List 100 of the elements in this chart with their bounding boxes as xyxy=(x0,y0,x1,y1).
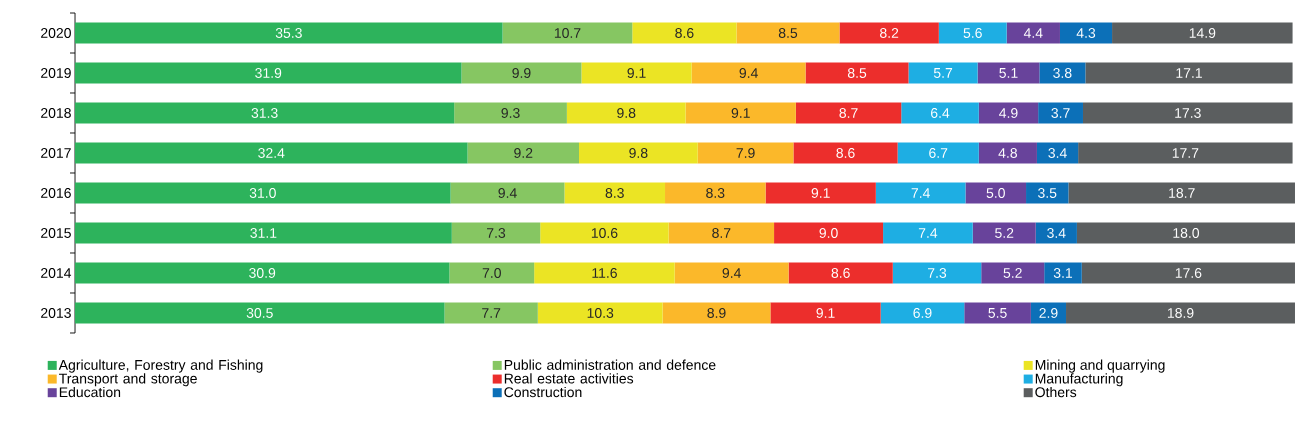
data-label: 5.6 xyxy=(963,28,982,38)
bar xyxy=(793,142,898,164)
data-label: 14.9 xyxy=(1189,28,1216,38)
bar xyxy=(540,222,669,244)
data-label: 9.1 xyxy=(811,188,830,198)
bar xyxy=(1066,302,1295,324)
bar xyxy=(566,102,686,124)
data-label: 10.3 xyxy=(587,308,614,318)
bar xyxy=(965,182,1027,204)
bar xyxy=(875,182,966,204)
bar xyxy=(662,302,771,324)
bar xyxy=(1085,62,1293,84)
data-label: 9.1 xyxy=(816,308,835,318)
bar xyxy=(1068,182,1295,204)
bar xyxy=(75,102,455,124)
data-label: 35.3 xyxy=(275,28,302,38)
bar xyxy=(665,182,766,204)
data-label: 9.8 xyxy=(617,108,636,118)
data-label: 8.5 xyxy=(778,28,798,38)
bar xyxy=(75,62,462,84)
data-label: 31.1 xyxy=(250,228,277,238)
bar xyxy=(451,222,541,244)
data-label: 3.5 xyxy=(1038,188,1057,198)
y-tick-label: 2014 xyxy=(41,268,72,278)
data-label: 8.7 xyxy=(712,228,731,238)
data-label: 30.5 xyxy=(246,308,273,318)
bar xyxy=(75,302,445,324)
bar xyxy=(444,302,538,324)
data-label: 6.9 xyxy=(913,308,932,318)
bar xyxy=(883,222,973,244)
bar xyxy=(685,102,796,124)
data-label: 17.7 xyxy=(1172,148,1199,158)
data-label: 5.1 xyxy=(999,68,1018,78)
data-label: 7.4 xyxy=(918,228,938,238)
data-label: 4.9 xyxy=(999,108,1018,118)
data-label: 9.4 xyxy=(722,268,741,278)
bar xyxy=(978,142,1037,164)
legend-label: Others xyxy=(1035,386,1077,398)
bar xyxy=(1076,222,1295,244)
bar xyxy=(1059,22,1113,44)
bar xyxy=(908,62,978,84)
y-tick-label: 2013 xyxy=(41,308,71,318)
data-label: 8.3 xyxy=(706,188,725,198)
bar xyxy=(75,222,452,244)
data-label: 10.7 xyxy=(554,28,581,38)
y-tick-label: 2016 xyxy=(41,188,71,198)
data-label: 7.4 xyxy=(911,188,930,198)
data-label: 7.3 xyxy=(487,228,506,238)
data-label: 9.8 xyxy=(629,148,648,158)
bar xyxy=(770,302,881,324)
data-label: 8.6 xyxy=(836,148,855,158)
data-label: 3.7 xyxy=(1051,108,1070,118)
bar xyxy=(1081,262,1295,284)
data-label: 9.4 xyxy=(739,68,758,78)
bar xyxy=(977,62,1040,84)
y-tick-label: 2018 xyxy=(41,108,71,118)
bar xyxy=(788,262,893,284)
data-label: 18.0 xyxy=(1173,228,1200,238)
bar xyxy=(774,222,884,244)
bar xyxy=(1044,262,1082,284)
data-label: 18.9 xyxy=(1167,308,1194,318)
bar xyxy=(75,142,468,164)
data-label: 7.7 xyxy=(482,308,501,318)
data-label: 3.4 xyxy=(1047,228,1066,238)
legend-label: Agriculture, Forestry and Fishing xyxy=(58,359,263,373)
bar xyxy=(1112,22,1293,44)
data-label: 4.3 xyxy=(1076,28,1096,38)
bar xyxy=(901,102,979,124)
bar xyxy=(534,262,675,284)
legend-label: Mining and quarrying xyxy=(1035,359,1165,373)
bar xyxy=(839,22,939,44)
data-label: 31.0 xyxy=(249,188,276,198)
bar xyxy=(668,222,775,244)
bar xyxy=(880,302,965,324)
bar xyxy=(981,262,1045,284)
data-label: 9.2 xyxy=(514,148,533,158)
data-label: 7.0 xyxy=(482,268,501,278)
data-label: 30.9 xyxy=(249,268,276,278)
data-label: 5.0 xyxy=(986,188,1005,198)
bar xyxy=(691,62,806,84)
legend-label: Education xyxy=(59,386,121,398)
bar xyxy=(502,22,633,44)
bar xyxy=(1036,142,1079,164)
data-label: 8.7 xyxy=(839,108,858,118)
data-label: 8.2 xyxy=(880,28,899,38)
bar xyxy=(450,182,565,204)
data-label: 11.6 xyxy=(592,268,617,278)
bar xyxy=(1039,62,1086,84)
bar xyxy=(1078,142,1293,164)
data-label: 8.6 xyxy=(831,268,850,278)
data-label: 5.5 xyxy=(988,308,1007,318)
bar xyxy=(1038,102,1083,124)
data-label: 4.8 xyxy=(998,148,1017,158)
bar xyxy=(964,302,1031,324)
data-label: 3.1 xyxy=(1053,268,1073,278)
bar xyxy=(537,302,663,324)
bar xyxy=(795,102,902,124)
bar xyxy=(1006,22,1060,44)
data-label: 18.7 xyxy=(1169,188,1195,198)
data-label: 8.3 xyxy=(605,188,624,198)
